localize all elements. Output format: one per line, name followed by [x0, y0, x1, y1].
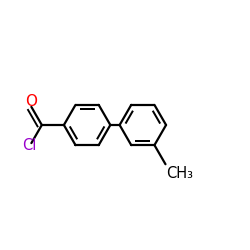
Text: O: O	[26, 94, 38, 109]
Text: Cl: Cl	[22, 138, 36, 153]
Text: CH₃: CH₃	[166, 166, 193, 181]
